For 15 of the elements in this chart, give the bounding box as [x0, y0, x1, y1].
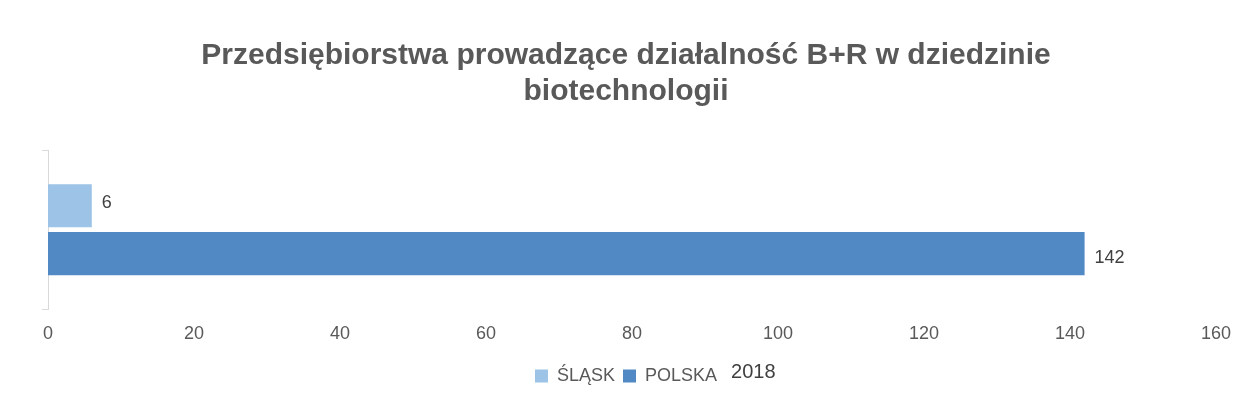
text: 2018 [731, 359, 776, 382]
legend-label: POLSKA [645, 364, 718, 385]
x-tick-label: 120 [908, 323, 940, 344]
x-tick-label: 140 [1054, 323, 1086, 344]
x-tick-label: 0 [42, 323, 54, 344]
chart-title: Przedsiębiorstwa prowadzące działalność B+R w dziedzinie biotechnologii [201, 37, 1051, 107]
x-tick-label: 40 [329, 323, 351, 344]
legend-label: ŚLĄSK [556, 363, 616, 385]
x-tick-label: 60 [475, 323, 497, 344]
x-tick-label: 80 [621, 323, 643, 344]
x-tick-label: 20 [183, 323, 205, 344]
x-tick-label: 160 [1200, 323, 1232, 344]
x-tick-label: 100 [762, 323, 794, 344]
data-label: 142 [1094, 246, 1125, 267]
data-label: 6 [101, 191, 112, 212]
